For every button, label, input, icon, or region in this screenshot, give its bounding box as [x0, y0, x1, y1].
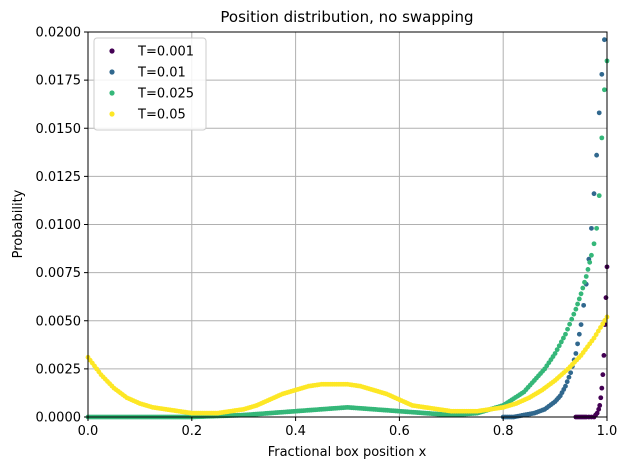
data-point-interp	[558, 339, 564, 345]
data-point-interp	[576, 296, 582, 302]
series-T=0.01	[500, 37, 607, 420]
data-point-interp	[556, 343, 562, 349]
legend-entry: T=0.01	[109, 66, 186, 81]
legend-marker	[109, 90, 115, 96]
data-point	[594, 225, 600, 231]
data-point-interp	[564, 379, 570, 385]
legend-marker	[109, 69, 115, 75]
data-point	[591, 241, 597, 247]
data-point	[597, 403, 603, 408]
data-point	[591, 335, 597, 341]
data-point-interp	[561, 335, 566, 341]
data-point	[578, 322, 584, 327]
x-tick-label: 0.0	[78, 424, 99, 439]
series-T=0.001	[573, 264, 610, 420]
data-point-interp	[565, 326, 570, 332]
data-point	[599, 71, 605, 77]
y-tick-label: 0.0175	[36, 74, 82, 89]
y-tick-label: 0.0150	[36, 122, 82, 137]
x-tick-label: 0.8	[493, 424, 514, 439]
data-point-interp	[602, 318, 608, 323]
x-axis: 0.0 0.2 0.4 0.6 0.8 1.0	[78, 417, 618, 439]
y-tick-label: 0.0000	[36, 411, 82, 426]
data-point	[600, 372, 606, 378]
data-point	[602, 87, 607, 93]
data-point	[589, 225, 594, 231]
y-axis-label: Probability	[11, 189, 26, 258]
data-point-interp	[566, 374, 572, 380]
data-point	[599, 385, 605, 391]
series-T=0.05	[85, 314, 610, 416]
legend: T=0.001 T=0.01 T=0.025 T=0.05	[93, 37, 207, 131]
data-point-interp	[580, 285, 586, 291]
data-point-interp	[567, 321, 573, 327]
x-tick-label: 1.0	[597, 424, 618, 439]
data-point	[563, 383, 568, 389]
data-point-interp	[585, 267, 591, 272]
y-tick-label: 0.0100	[36, 218, 82, 233]
data-point	[596, 110, 602, 116]
legend-entry: T=0.05	[109, 108, 186, 123]
data-point-interp	[595, 328, 601, 334]
data-point	[563, 331, 568, 337]
data-point	[601, 353, 607, 358]
data-point	[583, 274, 589, 279]
legend-marker	[109, 48, 115, 54]
legend-entry: T=0.025	[109, 87, 194, 102]
data-point	[591, 191, 597, 197]
data-point	[603, 295, 609, 301]
y-tick-label: 0.0025	[36, 362, 82, 377]
data-point	[598, 395, 604, 401]
y-tick-label: 0.0050	[36, 314, 82, 329]
data-point	[573, 306, 579, 312]
data-point	[594, 410, 600, 416]
legend-marker	[109, 111, 115, 117]
chart-title: Position distribution, no swapping	[220, 8, 473, 26]
x-tick-label: 0.2	[181, 424, 202, 439]
data-point	[594, 152, 600, 158]
data-point-interp	[576, 331, 582, 337]
x-tick-label: 0.6	[389, 424, 410, 439]
data-point	[602, 37, 607, 43]
y-tick-label: 0.0125	[36, 170, 82, 185]
data-point	[599, 135, 605, 141]
data-point	[596, 406, 602, 412]
data-point	[568, 370, 574, 376]
data-point	[573, 351, 579, 356]
data-point	[552, 351, 558, 356]
legend-label: T=0.01	[137, 66, 186, 81]
data-point-interp	[587, 259, 593, 265]
x-axis-label: Fractional box position x	[268, 445, 427, 460]
data-point-interp	[582, 279, 587, 285]
data-point	[589, 252, 594, 258]
data-point	[581, 302, 587, 308]
data-point-interp	[593, 332, 599, 337]
legend-box	[93, 37, 207, 131]
data-point	[578, 291, 584, 297]
legend-label: T=0.001	[137, 45, 194, 60]
y-tick-label: 0.0075	[36, 266, 82, 281]
y-axis: 0.0000 0.0025 0.0050 0.0075 0.0100 0.0125 0.01…	[36, 26, 88, 426]
data-point-interp	[571, 311, 577, 317]
x-tick-label: 0.4	[285, 424, 306, 439]
data-point-interp	[575, 341, 580, 347]
data-point-interp	[554, 347, 560, 353]
legend-label: T=0.05	[137, 108, 186, 123]
data-point-interp	[600, 321, 606, 327]
data-point-interp	[569, 316, 575, 322]
legend-entry: T=0.001	[109, 45, 194, 60]
data-point-interp	[575, 301, 580, 307]
y-tick-label: 0.0200	[36, 26, 82, 41]
data-point	[596, 193, 602, 199]
legend-label: T=0.025	[137, 87, 194, 102]
data-point-interp	[598, 325, 603, 330]
